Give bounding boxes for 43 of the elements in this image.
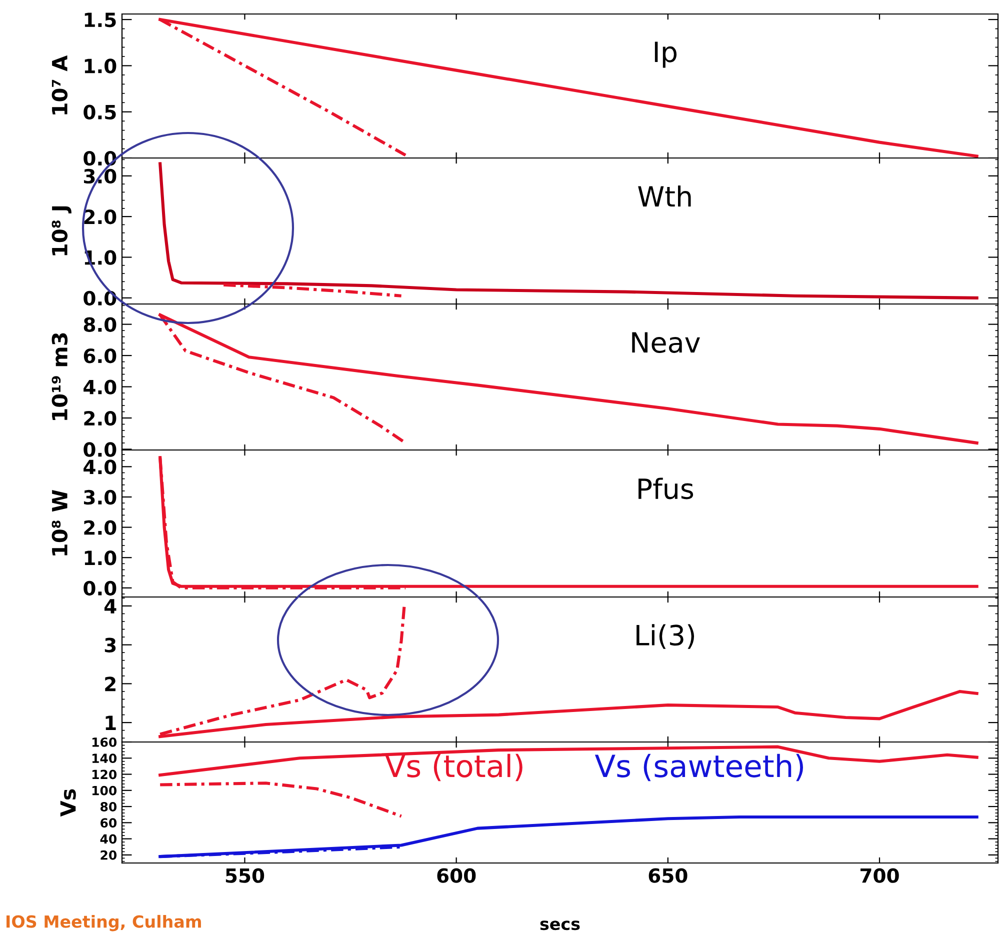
y-axis-title: 10⁸ W bbox=[52, 490, 68, 556]
y-axis-title: 10⁸ J bbox=[52, 206, 72, 256]
text: IOS Meeting, Culham bbox=[6, 914, 201, 932]
y-tick-label: 8.0 bbox=[84, 317, 116, 332]
y-tick-label: 0.0 bbox=[84, 580, 116, 596]
y-tick-label: 1.0 bbox=[84, 550, 116, 566]
y-tick-label: 160 bbox=[92, 737, 117, 747]
y-tick-label: 0.0 bbox=[84, 442, 116, 457]
x-tick-label: 700 bbox=[860, 868, 899, 883]
y-tick-label: 2.0 bbox=[84, 520, 116, 535]
text: Pfus bbox=[638, 478, 694, 500]
text: Wth bbox=[638, 185, 691, 207]
y-tick-label: 4.0 bbox=[84, 380, 116, 394]
y-tick-label: 120 bbox=[92, 770, 117, 780]
y-tick-label: 3 bbox=[104, 638, 116, 652]
text: Li(3) bbox=[636, 624, 694, 649]
y-tick-label: 2 bbox=[105, 676, 116, 692]
y-tick-label: 2.0 bbox=[84, 410, 116, 426]
y-tick-label: 1 bbox=[106, 716, 116, 730]
text: Ip bbox=[654, 42, 677, 68]
text: Neav bbox=[632, 332, 700, 353]
y-tick-label: 60 bbox=[100, 818, 117, 828]
y-axis-title: 10⁷ A bbox=[52, 55, 68, 114]
x-tick-label: 650 bbox=[648, 868, 688, 883]
y-tick-label: 1.5 bbox=[84, 12, 116, 28]
y-tick-label: 0.5 bbox=[84, 104, 116, 120]
y-tick-label: 3.0 bbox=[84, 490, 116, 505]
series-label: Vs (sawteeth) bbox=[594, 754, 804, 782]
y-tick-label: 6.0 bbox=[84, 348, 116, 364]
y-axis-title: 10¹⁹ m3 bbox=[52, 333, 68, 420]
y-tick-label: 4 bbox=[104, 599, 116, 614]
y-tick-label: 1.0 bbox=[84, 58, 116, 74]
y-tick-label: 40 bbox=[100, 834, 117, 844]
y-tick-label: 140 bbox=[92, 754, 117, 764]
y-tick-label: 100 bbox=[92, 786, 117, 796]
x-tick-label: 550 bbox=[226, 868, 264, 883]
y-tick-label: 20 bbox=[100, 850, 117, 860]
y-axis-title: Vs bbox=[60, 789, 76, 817]
y-tick-label: 4.0 bbox=[84, 460, 116, 474]
y-tick-label: 80 bbox=[100, 802, 117, 812]
series-label: Vs (total) bbox=[385, 754, 522, 782]
x-axis-title: secs bbox=[540, 920, 580, 930]
x-tick-label: 600 bbox=[437, 868, 476, 883]
